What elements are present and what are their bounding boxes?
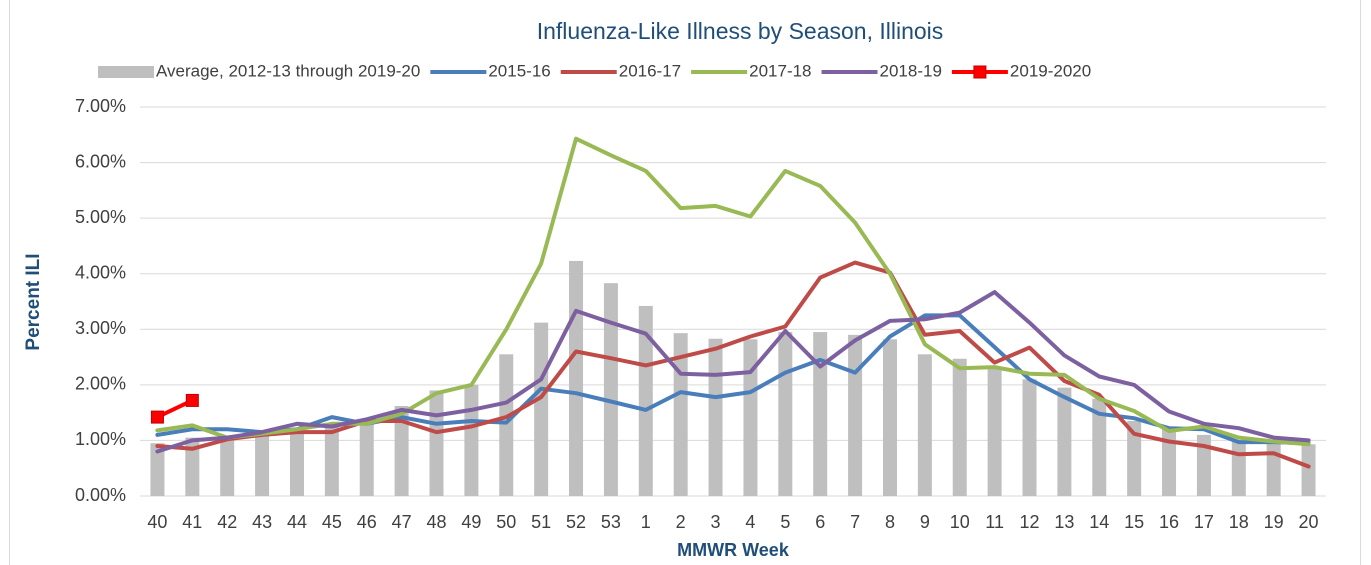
x-tick-label: 14	[1089, 512, 1109, 532]
x-tick-label: 11	[985, 512, 1004, 532]
legend-label: Average, 2012-13 through 2019-20	[156, 61, 420, 80]
bar	[778, 332, 793, 496]
y-tick-label: 2.00%	[75, 374, 126, 394]
bar	[255, 435, 270, 496]
bar	[952, 358, 967, 496]
legend-item: 2019-2020	[951, 61, 1091, 80]
bar	[569, 260, 584, 496]
bar	[185, 437, 200, 496]
x-tick-label: 8	[885, 512, 895, 532]
bar	[359, 423, 374, 496]
x-tick-label: 10	[950, 512, 970, 532]
bar	[638, 305, 653, 496]
x-tick-label: 3	[711, 512, 721, 532]
x-tick-label: 9	[920, 512, 930, 532]
bar	[150, 443, 165, 496]
x-tick-label: 49	[461, 512, 481, 532]
bar	[813, 332, 828, 496]
x-tick-label: 50	[496, 512, 516, 532]
bar	[289, 432, 304, 496]
x-tick-label: 20	[1299, 512, 1319, 532]
x-tick-label: 47	[392, 512, 412, 532]
bar	[708, 338, 723, 496]
x-tick-label: 7	[850, 512, 860, 532]
y-tick-label: 0.00%	[75, 485, 126, 505]
bar	[464, 384, 479, 496]
y-tick-label: 5.00%	[75, 207, 126, 227]
y-tick-label: 3.00%	[75, 318, 126, 338]
x-tick-label: 17	[1194, 512, 1214, 532]
x-tick-label: 41	[182, 512, 202, 532]
series-line	[155, 290, 1311, 454]
x-tick-label: 42	[217, 512, 237, 532]
legend-item: 2016-17	[560, 61, 681, 80]
x-tick-label: 5	[780, 512, 790, 532]
x-tick-label: 53	[601, 512, 621, 532]
bar	[743, 339, 758, 496]
x-tick-label: 45	[322, 512, 342, 532]
point-marker	[150, 410, 164, 424]
point-marker	[185, 393, 199, 407]
legend-label: 2016-17	[619, 61, 681, 80]
bar	[1266, 442, 1281, 496]
x-tick-label: 18	[1229, 512, 1249, 532]
x-tick-label: 16	[1159, 512, 1179, 532]
x-tick-label: 43	[252, 512, 272, 532]
legend-item: Average, 2012-13 through 2019-20	[98, 61, 420, 80]
series-line	[155, 260, 1311, 469]
bar	[429, 390, 444, 496]
bar	[534, 322, 549, 496]
bar	[1196, 434, 1211, 496]
legend-label: 2018-19	[880, 61, 942, 80]
bar	[1301, 444, 1316, 496]
x-tick-label: 15	[1124, 512, 1144, 532]
legend-label: 2015-16	[488, 61, 550, 80]
bar	[1057, 387, 1072, 496]
y-tick-label: 1.00%	[75, 429, 126, 449]
bar	[603, 283, 618, 496]
y-tick-label: 7.00%	[75, 96, 126, 116]
bar	[1231, 440, 1246, 496]
bar	[499, 354, 514, 496]
bar	[917, 354, 932, 496]
bar	[1162, 429, 1177, 496]
x-tick-label: 13	[1054, 512, 1074, 532]
bar	[848, 334, 863, 496]
x-tick-label: 1	[641, 512, 651, 532]
y-tick-label: 4.00%	[75, 262, 126, 282]
x-tick-label: 40	[147, 512, 167, 532]
x-tick-label: 52	[566, 512, 586, 532]
bar	[1127, 420, 1142, 496]
y-axis-label: Percent ILI	[23, 253, 44, 350]
x-tick-label: 12	[1019, 512, 1039, 532]
legend-item: 2018-19	[821, 61, 942, 80]
bar	[882, 339, 897, 496]
x-tick-label: 6	[815, 512, 825, 532]
x-tick-label: 2	[676, 512, 686, 532]
legend-label: 2017-18	[749, 61, 811, 80]
legend-marker	[973, 65, 987, 79]
chart-title: Influenza-Like Illness by Season, Illino…	[537, 18, 944, 44]
bar	[1022, 379, 1037, 496]
bar	[987, 368, 1002, 496]
bar	[324, 426, 339, 496]
x-tick-label: 48	[426, 512, 446, 532]
x-tick-label: 44	[287, 512, 307, 532]
legend-item: 2017-18	[691, 61, 812, 80]
x-tick-label: 19	[1264, 512, 1284, 532]
bar	[394, 405, 409, 496]
x-tick-label: 4	[745, 512, 755, 532]
x-axis-label: MMWR Week	[677, 540, 790, 560]
bar	[220, 440, 235, 496]
legend-item: 2015-16	[430, 61, 551, 80]
bar	[1092, 398, 1107, 496]
x-tick-label: 46	[357, 512, 377, 532]
x-tick-label: 51	[531, 512, 551, 532]
legend-label: 2019-2020	[1010, 61, 1091, 80]
y-tick-label: 6.00%	[75, 151, 126, 171]
legend-swatch	[98, 66, 154, 78]
